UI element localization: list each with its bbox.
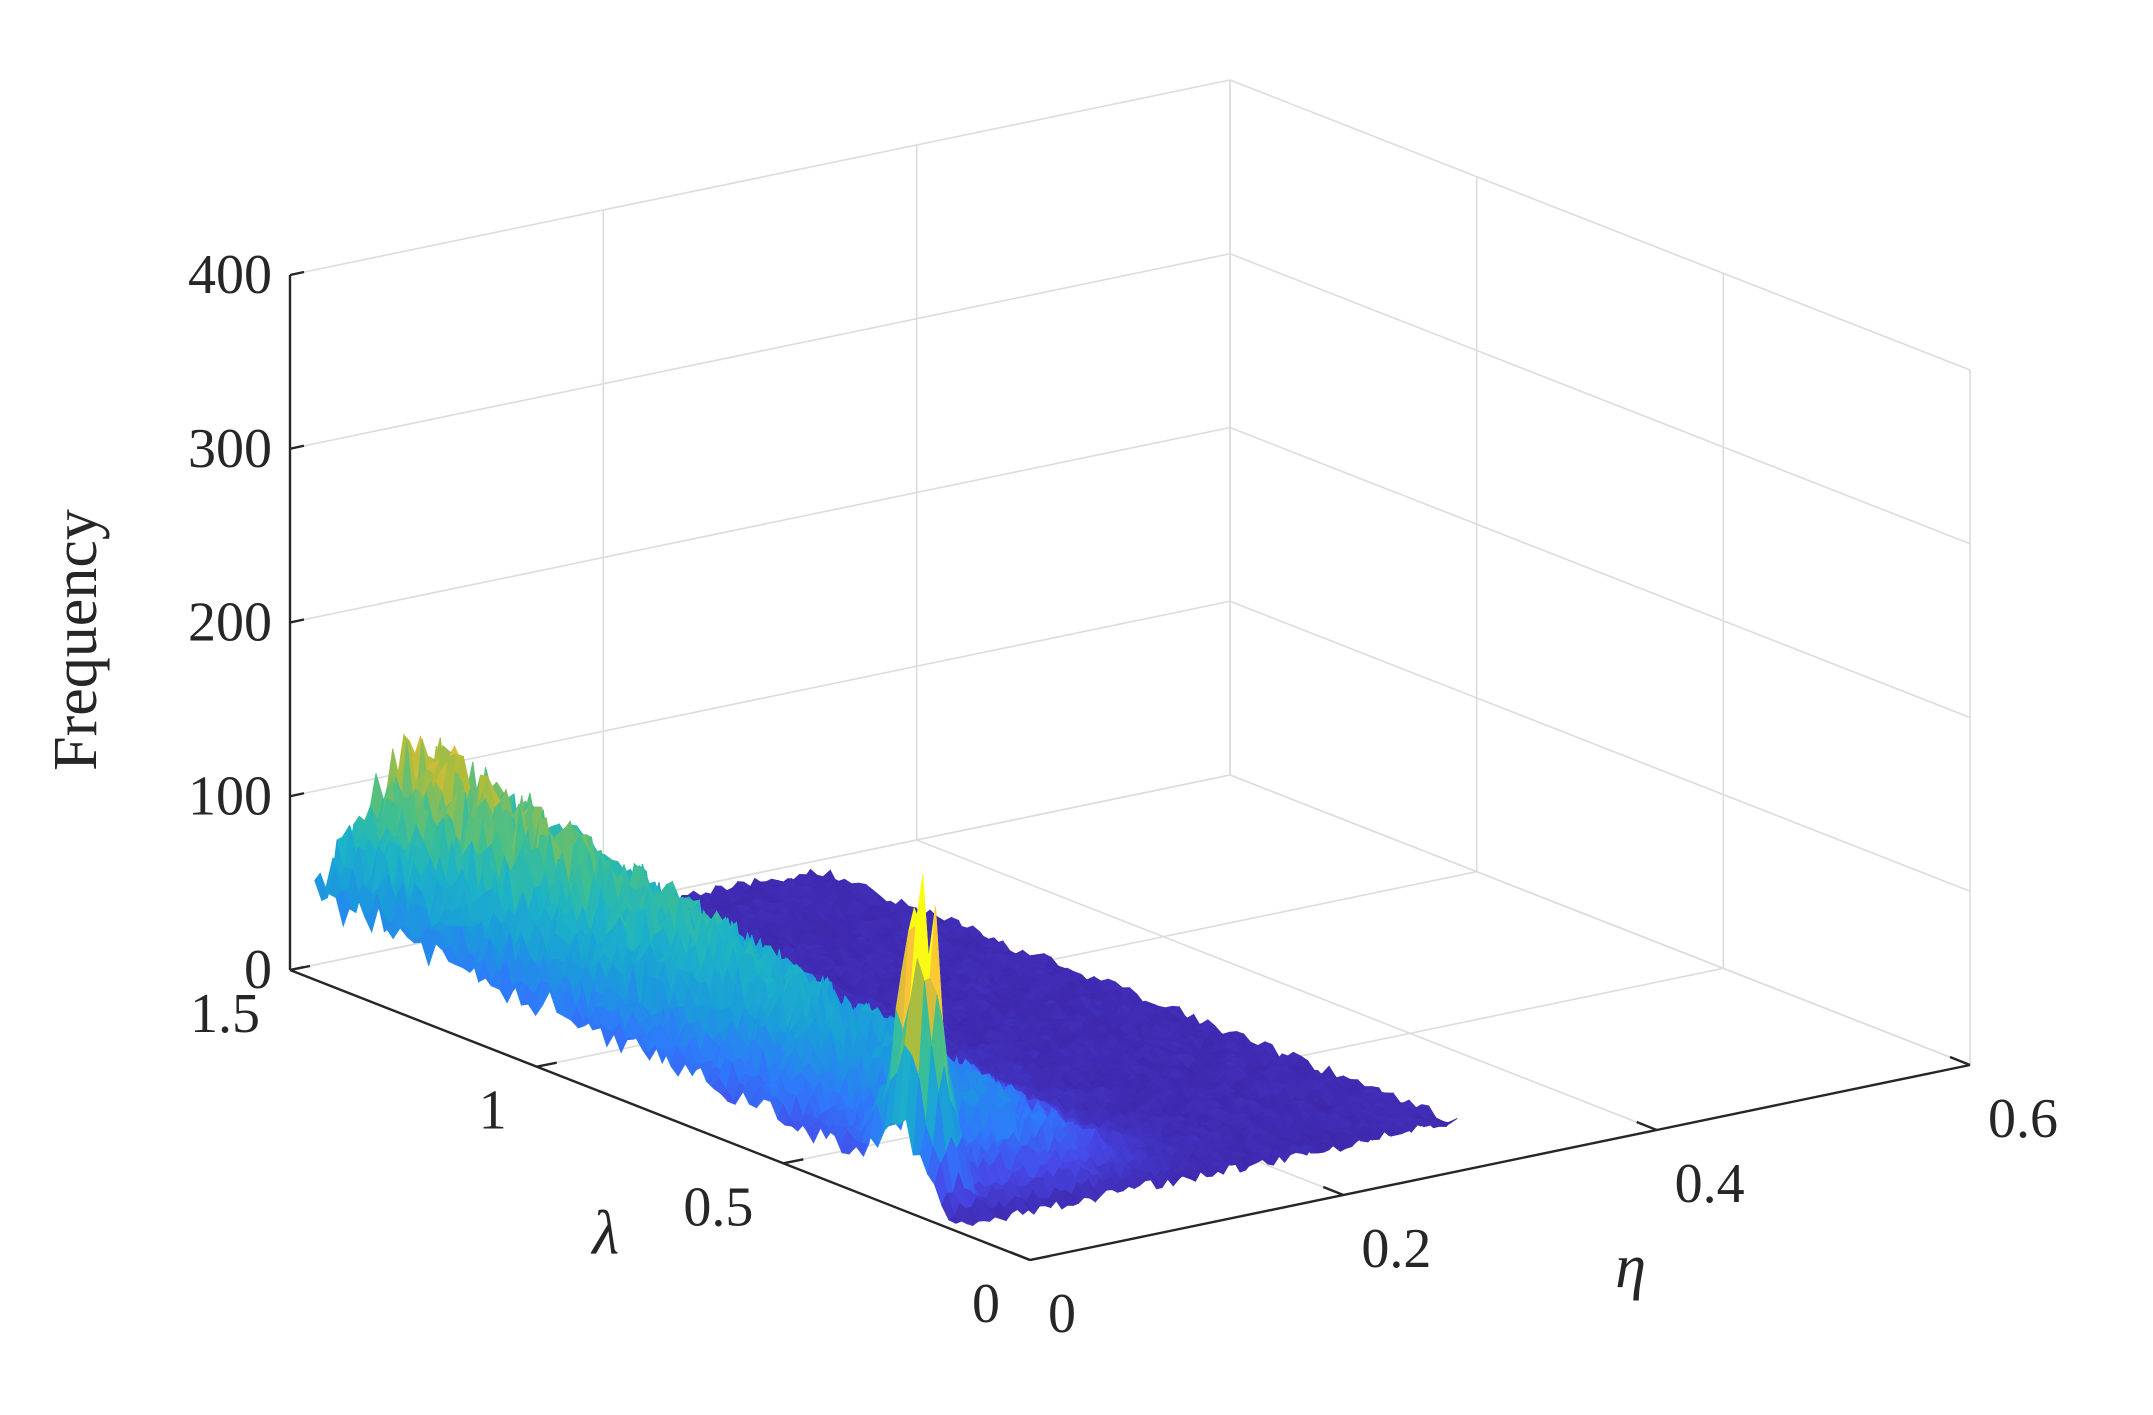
grid-line [289, 426, 1231, 624]
grid-line [1229, 426, 1971, 719]
grid-line [289, 79, 1231, 276]
grid-line [289, 252, 1231, 450]
grid-line [1229, 79, 1971, 371]
surface [314, 733, 1458, 1227]
grid-line [1229, 774, 1971, 1066]
grid-line [1229, 600, 1971, 892]
grid-line [1229, 253, 1971, 545]
grid-line [916, 839, 1657, 1131]
